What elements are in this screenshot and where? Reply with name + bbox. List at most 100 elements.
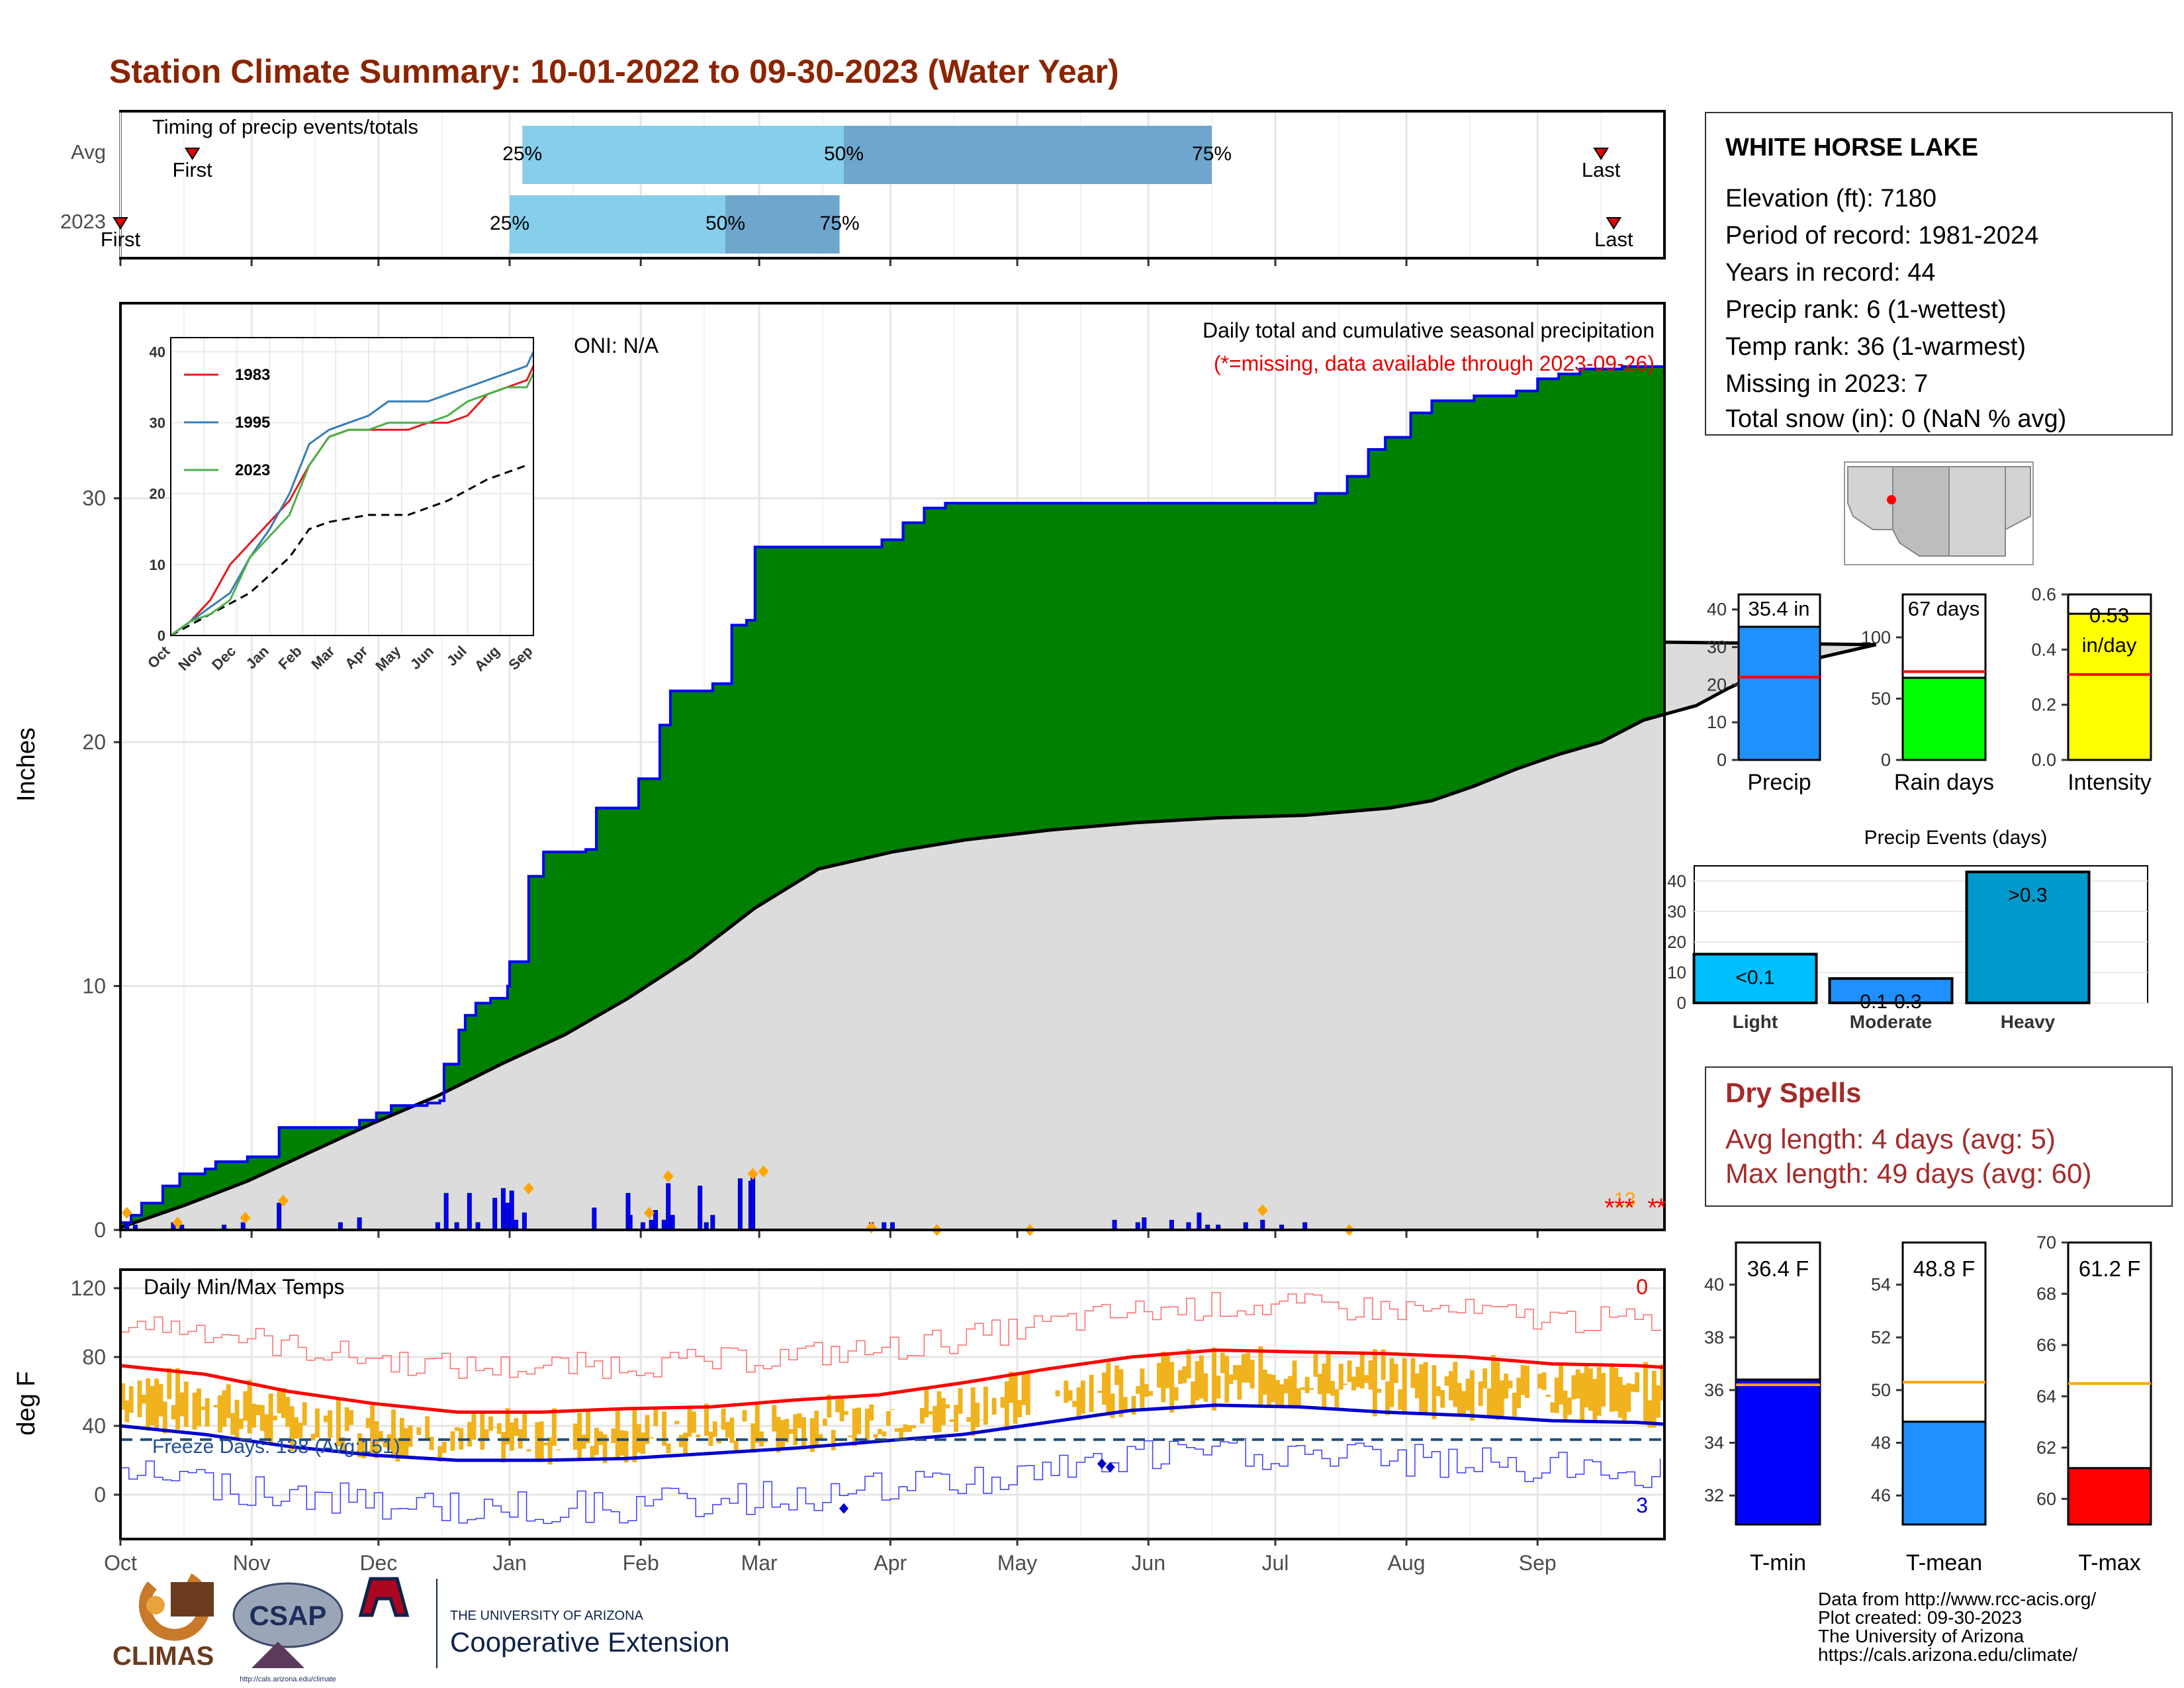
daily-temp-bar (1326, 1351, 1331, 1394)
daily-temp-bar (162, 1401, 167, 1434)
daily-temp-bar (1309, 1387, 1314, 1390)
record-low-diamond (1105, 1462, 1115, 1473)
last-event-marker (1593, 148, 1609, 160)
temp-bar-ytick-label: 62 (2036, 1438, 2056, 1458)
daily-precip-bar (357, 1217, 362, 1231)
daily-temp-bar (611, 1428, 616, 1443)
daily-temp-bar (1520, 1365, 1525, 1395)
daily-temp-bar (404, 1428, 409, 1458)
daily-temp-bar (666, 1443, 671, 1454)
daily-temp-bar (154, 1378, 159, 1429)
daily-temp-bar (619, 1430, 625, 1456)
daily-temp-bar (1440, 1389, 1445, 1408)
hot-days-count: 0 (1636, 1275, 1648, 1299)
station-location-marker (1887, 495, 1896, 504)
daily-temp-bar (230, 1413, 236, 1435)
daily-temp-bar (928, 1411, 933, 1415)
daily-temp-bar (717, 1440, 722, 1444)
daily-temp-bar (1241, 1354, 1246, 1383)
temp-ytick-label: 0 (94, 1483, 106, 1507)
daily-temp-bar (958, 1388, 963, 1414)
inset-ytick-label: 30 (150, 415, 165, 432)
daily-temp-bar (1300, 1387, 1306, 1390)
daily-temp-bar (1359, 1352, 1365, 1389)
daily-temp-bar (1292, 1360, 1297, 1405)
daily-temp-bar (975, 1402, 980, 1427)
precip-event-diamond (172, 1216, 183, 1229)
daily-temp-bar (632, 1410, 637, 1462)
daily-temp-bar (1237, 1365, 1242, 1400)
events-category-label: Heavy (2001, 1011, 2056, 1032)
events-ytick-label: 10 (1667, 962, 1686, 982)
daily-temp-bar (1203, 1373, 1208, 1402)
daily-temp-bar (526, 1449, 531, 1452)
daily-temp-bar (602, 1434, 608, 1464)
daily-temp-bar (827, 1394, 832, 1418)
month-tick-label: Apr (874, 1551, 907, 1575)
temp-bar-ytick-label: 48 (1871, 1433, 1891, 1453)
daily-temp-bar (259, 1405, 265, 1431)
daily-temp-bar (387, 1434, 392, 1450)
daily-temp-bar (754, 1403, 760, 1443)
temp-bar-label-tmean: T-mean (1906, 1550, 1982, 1575)
precip-events-chart: Precip Events (days) 0 10 20 30 40 <0.1 Light 0… (1667, 827, 2148, 1032)
month-tick-label: Mar (741, 1551, 778, 1575)
daily-temp-bar (886, 1411, 891, 1426)
daily-precip-bar (592, 1207, 597, 1231)
first-event-marker (184, 148, 201, 160)
credit-line-3: The University of Arizona (1818, 1626, 2025, 1646)
credit-line-1: Data from http://www.rcc-acis.org/ (1818, 1589, 2096, 1609)
daily-temp-bar (349, 1410, 354, 1425)
daily-temp-bar (1338, 1364, 1343, 1390)
daily-temp-bar (1283, 1378, 1289, 1393)
summary-value-intensity-unit: in/day (2082, 633, 2137, 657)
inset-series-line-2023 (170, 372, 535, 637)
timing-row-label-avg: Avg (71, 140, 106, 164)
precip-event-diamond (523, 1182, 534, 1195)
daily-temp-bar (484, 1429, 489, 1439)
daily-temp-bar (340, 1437, 345, 1452)
daily-temp-bar (1554, 1378, 1559, 1413)
daily-temp-bar (852, 1408, 857, 1446)
daily-temp-bar (903, 1424, 908, 1432)
daily-temp-bar (535, 1422, 540, 1460)
record-max-line (120, 1292, 1661, 1380)
daily-temp-bar (277, 1390, 282, 1414)
daily-precip-bar (500, 1188, 506, 1231)
daily-temp-bar (1541, 1372, 1547, 1390)
ua-logo: THE UNIVERSITY OF ARIZONA Cooperative Ex… (358, 1577, 730, 1668)
daily-temp-bar (979, 1419, 984, 1421)
daily-temp-bar (869, 1404, 874, 1421)
daily-temp-bar (1647, 1400, 1653, 1428)
timing-label-75: 75% (1192, 143, 1232, 165)
daily-temp-bar (551, 1408, 557, 1446)
month-tick-label: Jan (492, 1551, 527, 1575)
daily-temp-bar (704, 1403, 709, 1436)
daily-temp-bar (594, 1427, 599, 1455)
daily-temp-bar (899, 1428, 903, 1440)
daily-temp-bar (1110, 1393, 1115, 1419)
daily-temp-bar (1173, 1387, 1179, 1401)
daily-precip-bar (467, 1193, 472, 1231)
daily-temp-bar (678, 1434, 684, 1448)
last-event-marker (1606, 217, 1622, 230)
daily-temp-bar (1296, 1388, 1301, 1406)
summary-ytick-label: 0.0 (2031, 750, 2056, 770)
summary-value-precip: 35.4 in (1748, 597, 1809, 620)
daily-temp-bar (882, 1431, 887, 1437)
daily-temp-bar (1385, 1381, 1390, 1415)
daily-temp-bar (742, 1410, 747, 1422)
daily-temp-bar (1457, 1383, 1462, 1416)
record-low-diamond (839, 1503, 848, 1514)
daily-temp-bar (966, 1417, 972, 1423)
summary-ytick-label: 0 (1881, 750, 1891, 770)
daily-temp-bar (218, 1395, 222, 1433)
daily-temp-bar (864, 1408, 870, 1442)
daily-temp-bar (1004, 1381, 1009, 1430)
daily-temp-bar (501, 1432, 506, 1463)
inset-legend-label: 1983 (235, 366, 270, 384)
daily-temp-bar (797, 1413, 802, 1429)
daily-temp-bar (1355, 1366, 1361, 1387)
daily-temp-bar (1630, 1383, 1635, 1392)
